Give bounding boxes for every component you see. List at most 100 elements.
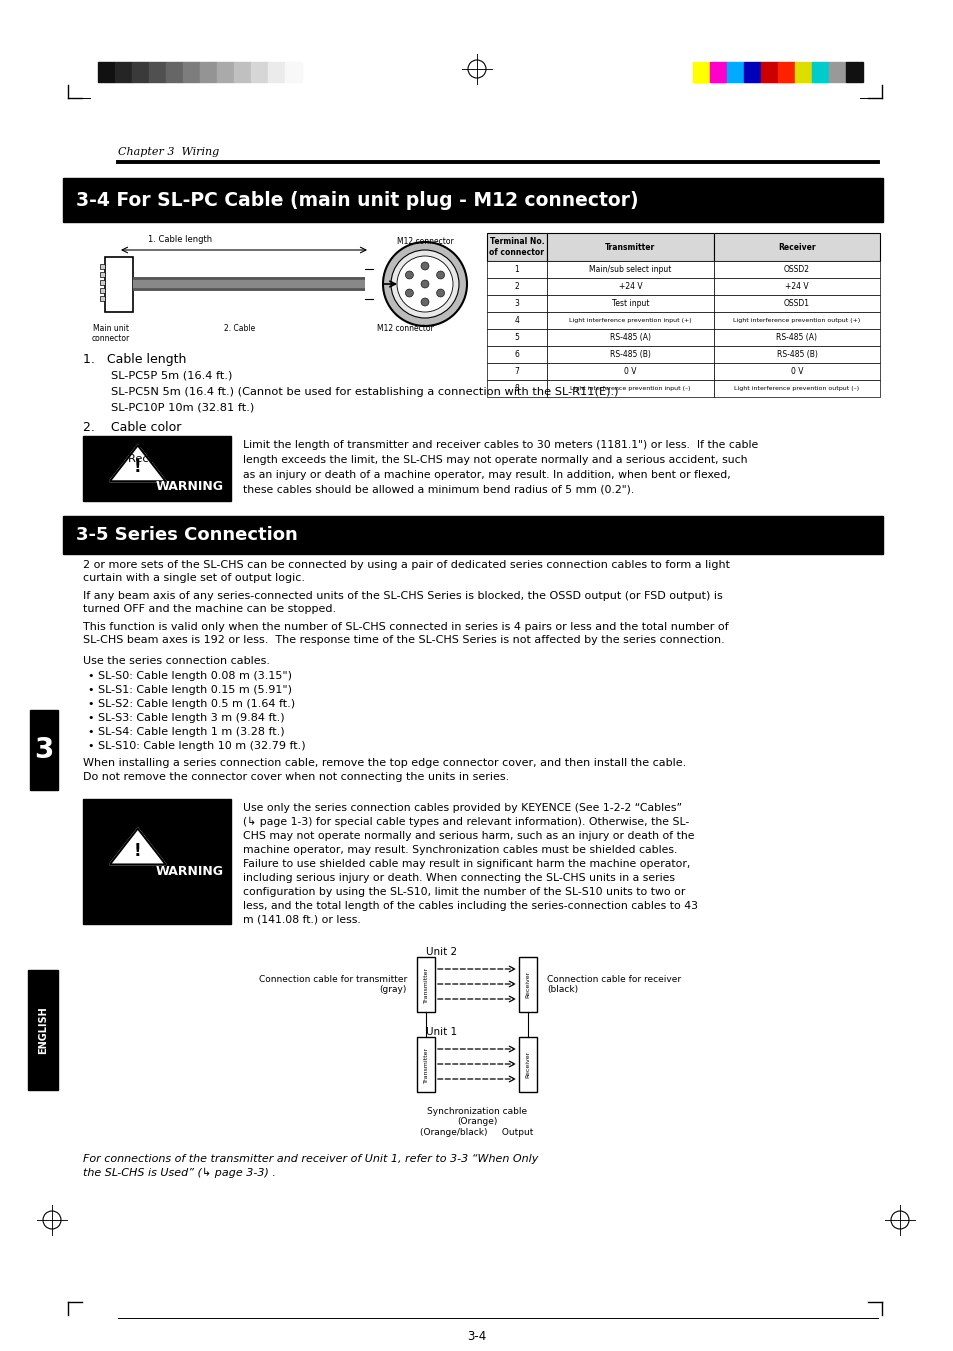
Text: Test input: Test input (611, 299, 649, 308)
Bar (518, 1038, 537, 1092)
Text: curtain with a single set of output logic.: curtain with a single set of output logi… (83, 573, 305, 584)
Bar (713, 346, 879, 363)
Text: WARNING: WARNING (155, 865, 223, 878)
Text: Unit 2: Unit 2 (426, 947, 456, 957)
Bar (546, 312, 713, 330)
Text: Light interference prevention input (+): Light interference prevention input (+) (569, 317, 691, 323)
Text: Use the series connection cables.: Use the series connection cables. (83, 657, 270, 666)
Bar (486, 295, 546, 312)
Bar (63, 516, 882, 554)
Text: Transmitter: Transmitter (605, 242, 655, 251)
Text: OSSD2: OSSD2 (783, 265, 809, 274)
Text: Light interference prevention output (–): Light interference prevention output (–) (734, 386, 859, 390)
Bar (83, 798, 231, 924)
Text: Main unit
connector: Main unit connector (91, 324, 130, 343)
Text: RS-485 (A): RS-485 (A) (776, 332, 817, 342)
Text: as an injury or death of a machine operator, may result. In addition, when bent : as an injury or death of a machine opera… (243, 470, 730, 480)
Text: Light interference prevention output (+): Light interference prevention output (+) (733, 317, 860, 323)
Text: Connection cable for receiver
(black): Connection cable for receiver (black) (546, 975, 680, 994)
Text: 3: 3 (34, 736, 53, 765)
Text: Synchronization cable
(Orange)
(Orange/black)     Output: Synchronization cable (Orange) (Orange/b… (420, 1106, 533, 1136)
Bar (713, 232, 879, 261)
Bar (100, 272, 105, 277)
Bar (183, 62, 200, 82)
Text: machine operator, may result. Synchronization cables must be shielded cables.: machine operator, may result. Synchroniz… (243, 844, 677, 855)
Circle shape (405, 272, 413, 280)
Text: 6: 6 (514, 350, 518, 359)
Bar (546, 295, 713, 312)
Bar (845, 62, 862, 82)
Circle shape (420, 299, 429, 305)
Text: 1: 1 (514, 265, 518, 274)
Circle shape (420, 262, 429, 270)
Bar (713, 380, 879, 397)
Text: turned OFF and the machine can be stopped.: turned OFF and the machine can be stoppe… (83, 604, 335, 613)
Text: Main/sub select input: Main/sub select input (589, 265, 671, 274)
Text: 3-4: 3-4 (467, 1331, 486, 1343)
Circle shape (405, 289, 413, 297)
Text: Receiver: Receiver (525, 971, 530, 998)
Circle shape (436, 289, 444, 297)
Text: Failure to use shielded cable may result in significant harm the machine operato: Failure to use shielded cable may result… (243, 859, 690, 869)
Bar (166, 62, 183, 82)
Text: Light interference prevention input (–): Light interference prevention input (–) (570, 386, 690, 390)
Text: 1. Cable length: 1. Cable length (148, 235, 212, 245)
Bar (105, 257, 132, 312)
Text: 8: 8 (514, 384, 518, 393)
Bar (713, 295, 879, 312)
Bar (28, 970, 58, 1090)
Text: OSSD1: OSSD1 (783, 299, 809, 308)
Text: If any beam axis of any series-connected units of the SL-CHS Series is blocked, : If any beam axis of any series-connected… (83, 590, 722, 601)
Bar (233, 62, 251, 82)
Text: length exceeds the limit, the SL-CHS may not operate normally and a serious acci: length exceeds the limit, the SL-CHS may… (243, 455, 747, 465)
Bar (486, 346, 546, 363)
Bar (200, 62, 216, 82)
Text: WARNING: WARNING (155, 480, 223, 493)
Text: +24 V: +24 V (618, 282, 641, 290)
Bar (83, 436, 231, 501)
Text: Transmitter: gray: Transmitter: gray (128, 439, 226, 449)
Bar (115, 62, 132, 82)
Bar (486, 278, 546, 295)
Bar (778, 62, 794, 82)
Bar (285, 62, 302, 82)
Text: M12 connector: M12 connector (396, 236, 453, 246)
Bar (713, 261, 879, 278)
Text: • SL-S2: Cable length 0.5 m (1.64 ft.): • SL-S2: Cable length 0.5 m (1.64 ft.) (88, 698, 294, 709)
Text: Receiver: black: Receiver: black (128, 454, 214, 463)
Text: • SL-S3: Cable length 3 m (9.84 ft.): • SL-S3: Cable length 3 m (9.84 ft.) (88, 713, 284, 723)
Bar (811, 62, 828, 82)
Bar (100, 288, 105, 293)
Text: CHS may not operate normally and serious harm, such as an injury or death of the: CHS may not operate normally and serious… (243, 831, 694, 842)
Bar (100, 263, 105, 269)
Text: 3: 3 (514, 299, 518, 308)
Text: Do not remove the connector cover when not connecting the units in series.: Do not remove the connector cover when n… (83, 771, 509, 782)
Text: including serious injury or death. When connecting the SL-CHS units in a series: including serious injury or death. When … (243, 873, 675, 884)
Bar (518, 957, 537, 1012)
Text: SL-PC5N 5m (16.4 ft.) (Cannot be used for establishing a connection with the SL-: SL-PC5N 5m (16.4 ft.) (Cannot be used fo… (111, 386, 618, 397)
Bar (760, 62, 778, 82)
Bar (726, 62, 743, 82)
Text: Use only the series connection cables provided by KEYENCE (See 1-2-2 “Cables”: Use only the series connection cables pr… (243, 802, 681, 813)
Text: SL-PC10P 10m (32.81 ft.): SL-PC10P 10m (32.81 ft.) (111, 403, 254, 413)
Text: 4: 4 (514, 316, 518, 326)
Bar (251, 62, 268, 82)
Text: For connections of the transmitter and receiver of Unit 1, refer to 3-3 “When On: For connections of the transmitter and r… (83, 1154, 537, 1165)
Bar (546, 261, 713, 278)
Text: configuration by using the SL-S10, limit the number of the SL-S10 units to two o: configuration by using the SL-S10, limit… (243, 888, 684, 897)
Text: the SL-CHS is Used” (↳ page 3-3) .: the SL-CHS is Used” (↳ page 3-3) . (83, 1167, 275, 1178)
Bar (546, 346, 713, 363)
Bar (63, 178, 882, 222)
Bar (486, 380, 546, 397)
Bar (416, 1038, 435, 1092)
Bar (486, 363, 546, 380)
Bar (546, 278, 713, 295)
Bar (743, 62, 760, 82)
Bar (828, 62, 845, 82)
Text: Unit 1: Unit 1 (426, 1027, 456, 1038)
Text: 2.    Cable color: 2. Cable color (83, 422, 181, 434)
Text: • SL-S0: Cable length 0.08 m (3.15"): • SL-S0: Cable length 0.08 m (3.15") (88, 671, 292, 681)
Bar (713, 312, 879, 330)
Text: ENGLISH: ENGLISH (38, 1006, 48, 1054)
Bar (713, 363, 879, 380)
